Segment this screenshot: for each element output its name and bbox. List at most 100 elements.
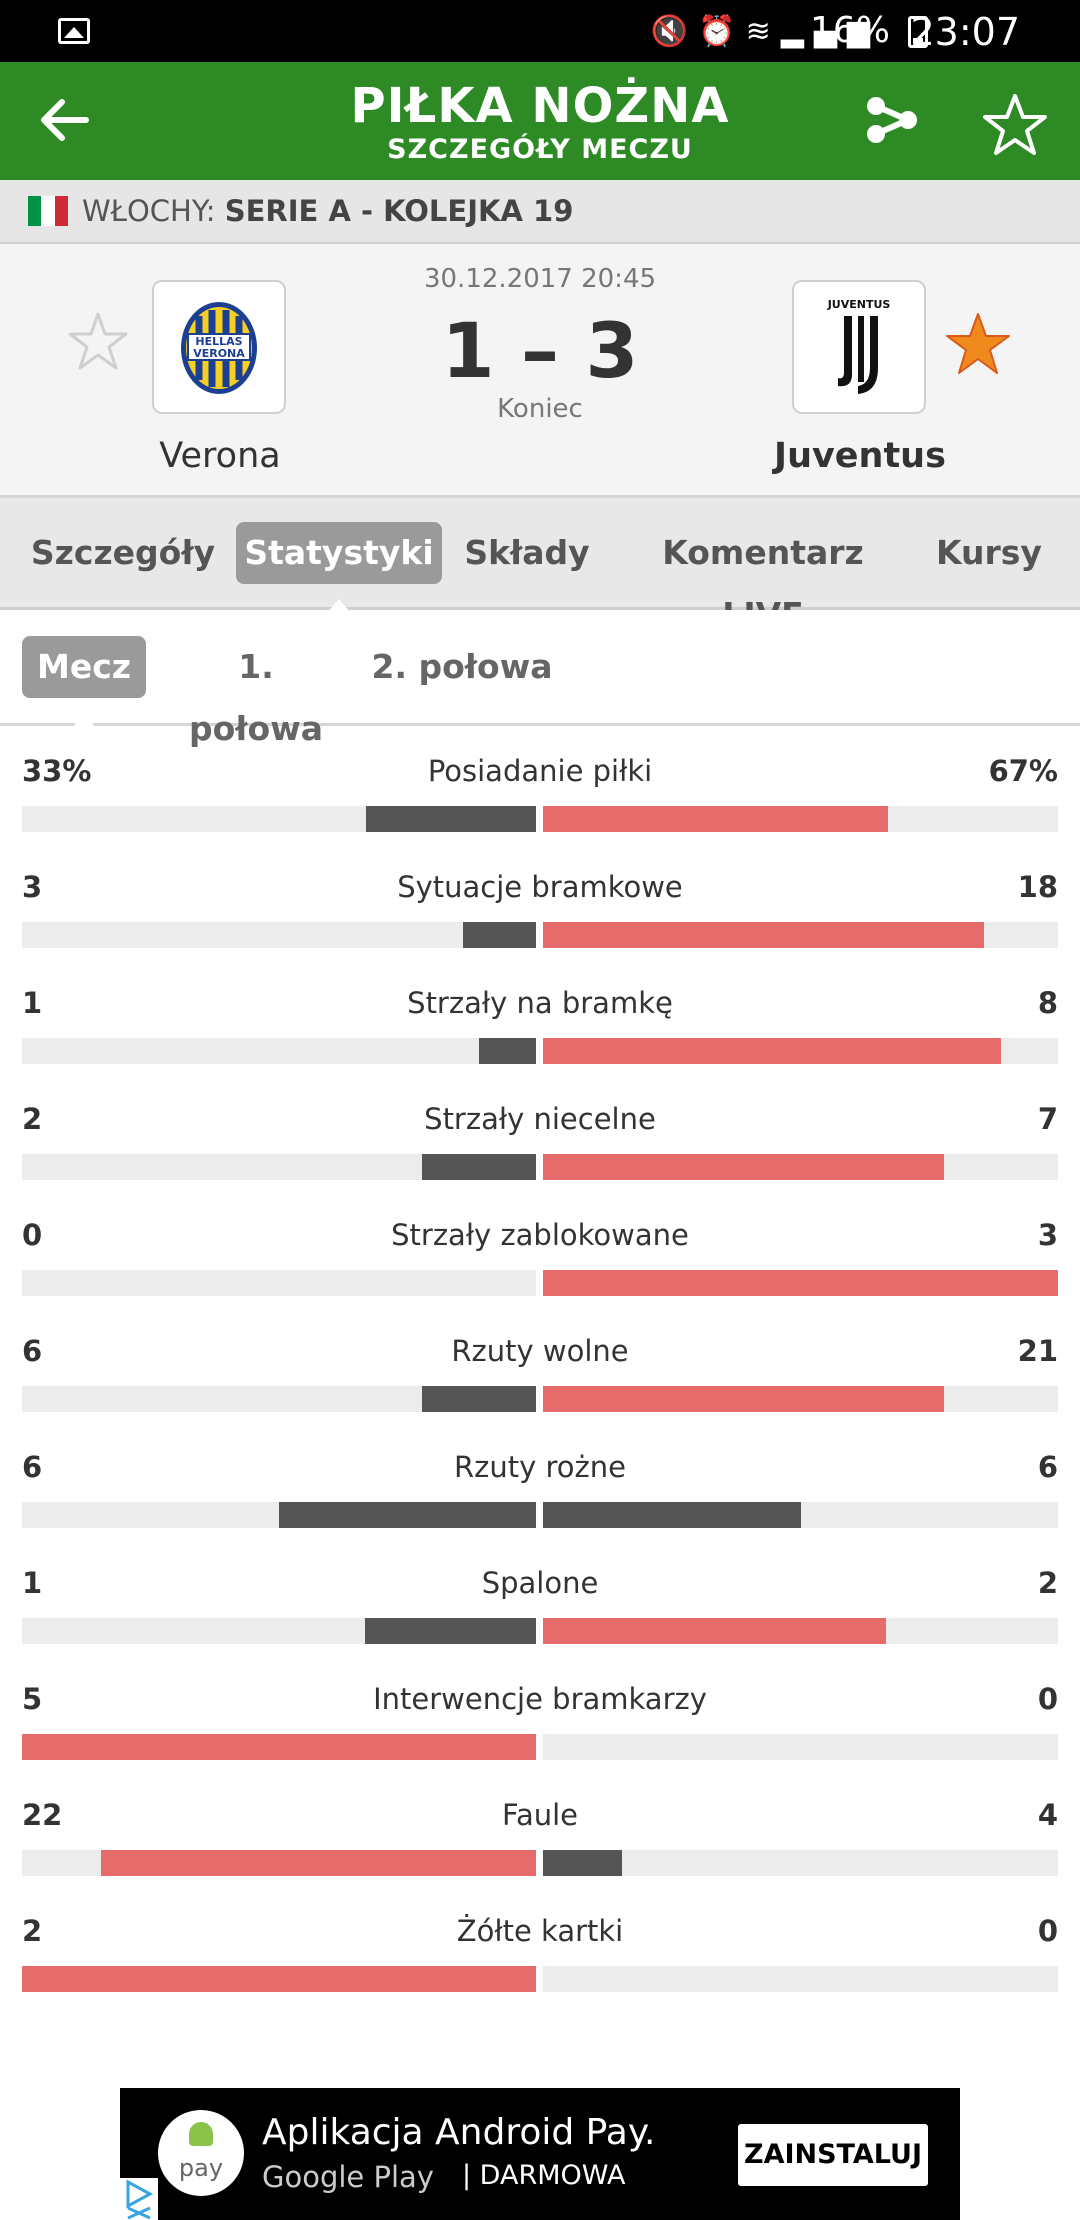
home-team-name[interactable]: Verona: [159, 436, 281, 476]
match-status: Koniec: [497, 394, 583, 424]
stat-name: Sytuacje bramkowe: [397, 870, 683, 904]
clock: 23:07: [910, 10, 1020, 54]
stat-home-value: 5: [22, 1682, 43, 1716]
signal-icon: ▂▄▆: [780, 14, 880, 49]
android-pay-logo: pay: [158, 2110, 244, 2196]
tab-statistics[interactable]: Statystyki: [236, 522, 442, 613]
stat-away-value: 6: [1037, 1450, 1058, 1484]
stat-away-value: 0: [1037, 1682, 1058, 1716]
stat-home-value: 33%: [22, 754, 92, 788]
tab-live-commentary[interactable]: Komentarz LIVE: [662, 533, 864, 634]
stat-away-value: 7: [1037, 1102, 1058, 1136]
league-header[interactable]: WŁOCHY: SERIE A - KOLEJKA 19: [0, 180, 1080, 244]
stat-home-value: 2: [22, 1914, 43, 1948]
stat-home-bar-track: [22, 1734, 536, 1760]
match-header: HELLAS VERONA Verona 30.12.2017 20:45 1 …: [0, 244, 1080, 498]
stat-home-bar: [478, 1038, 536, 1064]
favorite-away-star-icon[interactable]: [944, 310, 1012, 378]
stat-away-bar: [543, 1038, 1001, 1064]
stat-home-bar: [462, 922, 536, 948]
stat-row-shots-on-target: 1 Strzały na bramkę 8: [0, 978, 1080, 1094]
ad-price: | DARMOWA: [462, 2160, 626, 2191]
wifi-icon: ≋: [745, 14, 781, 49]
stat-row-fouls: 22 Faule 4: [0, 1790, 1080, 1906]
stat-row-blocked-shots: 0 Strzały zablokowane 3: [0, 1210, 1080, 1326]
stat-away-bar: [543, 1270, 1058, 1296]
stat-row-corners: 6 Rzuty rożne 6: [0, 1442, 1080, 1558]
stat-home-value: 1: [22, 986, 43, 1020]
alarm-icon: ⏰: [698, 14, 746, 49]
stat-home-value: 2: [22, 1102, 43, 1136]
stat-away-bar: [543, 1154, 944, 1180]
stat-home-bar: [101, 1850, 536, 1876]
subtab-second-half[interactable]: 2. połowa: [371, 647, 553, 686]
back-arrow-icon[interactable]: [34, 90, 94, 150]
stat-row-possession: 33% Posiadanie piłki 67%: [0, 746, 1080, 862]
tab-details[interactable]: Szczegóły: [30, 533, 216, 572]
league-competition: SERIE A - KOLEJKA 19: [224, 194, 574, 228]
match-score: 1 – 3: [441, 306, 639, 395]
status-bar: 🔇⏰≋▂▄▆ 16% 23:07: [0, 0, 1080, 62]
stat-home-bar-track: [22, 1386, 536, 1412]
stat-away-bar: [543, 1618, 887, 1644]
match-date: 30.12.2017 20:45: [423, 264, 657, 294]
stat-away-bar-track: [543, 922, 1058, 948]
stat-home-value: 6: [22, 1334, 43, 1368]
page-title: PIŁKA NOŻNA: [350, 78, 730, 134]
stat-row-yellow-cards: 2 Żółte kartki 0: [0, 1906, 1080, 2022]
italy-flag-icon: [28, 196, 68, 226]
gallery-icon: [58, 18, 90, 44]
away-team-crest[interactable]: JUVENTUS: [792, 280, 926, 414]
stat-away-bar-track: [543, 1502, 1058, 1528]
away-team-name[interactable]: Juventus: [774, 436, 946, 476]
stat-name: Rzuty wolne: [451, 1334, 629, 1368]
install-button[interactable]: ZAINSTALUJ: [738, 2124, 928, 2186]
league-country: WŁOCHY:: [82, 194, 216, 228]
stat-away-bar: [543, 1386, 944, 1412]
stat-away-value: 4: [1037, 1798, 1058, 1832]
stat-away-bar-track: [543, 1966, 1058, 1992]
stat-away-bar-track: [543, 1618, 1058, 1644]
tab-odds[interactable]: Kursy: [936, 533, 1042, 572]
period-tabs: Mecz 1. połowa 2. połowa: [0, 610, 1080, 748]
battery-percent: 16%: [809, 10, 890, 51]
stat-away-value: 21: [1017, 1334, 1058, 1368]
detail-tabs: Szczegóły Statystyki Składy Komentarz LI…: [0, 498, 1080, 634]
stat-home-bar-track: [22, 1270, 536, 1296]
stat-home-bar-track: [22, 1618, 536, 1644]
stat-away-bar: [543, 1502, 801, 1528]
adchoices-icon[interactable]: [120, 2178, 158, 2220]
stat-name: Żółte kartki: [456, 1914, 624, 1948]
stat-away-bar-track: [543, 806, 1058, 832]
stat-name: Strzały niecelne: [424, 1102, 656, 1136]
stat-row-offsides: 1 Spalone 2: [0, 1558, 1080, 1674]
svg-text:VERONA: VERONA: [193, 347, 245, 360]
stat-home-bar: [366, 806, 536, 832]
subtab-match[interactable]: Mecz: [22, 636, 146, 728]
stat-away-value: 2: [1037, 1566, 1058, 1600]
ad-headline: Aplikacja Android Pay.: [262, 2112, 656, 2153]
stat-home-bar-track: [22, 1154, 536, 1180]
stat-name: Rzuty rożne: [454, 1450, 626, 1484]
stat-row-free-kicks: 6 Rzuty wolne 21: [0, 1326, 1080, 1442]
share-icon[interactable]: [862, 90, 922, 150]
home-team-crest[interactable]: HELLAS VERONA: [152, 280, 286, 414]
tab-lineups[interactable]: Składy: [464, 533, 590, 572]
stat-row-chances: 3 Sytuacje bramkowe 18: [0, 862, 1080, 978]
star-icon[interactable]: [982, 92, 1048, 158]
stat-row-shots-off-target: 2 Strzały niecelne 7: [0, 1094, 1080, 1210]
stat-row-saves: 5 Interwencje bramkarzy 0: [0, 1674, 1080, 1790]
page-subtitle: SZCZEGÓŁY MECZU: [387, 134, 693, 165]
ad-banner[interactable]: pay Aplikacja Android Pay. Google Play |…: [120, 2088, 960, 2220]
stat-away-value: 3: [1037, 1218, 1058, 1252]
stat-home-bar-track: [22, 1966, 536, 1992]
stat-home-bar: [421, 1386, 536, 1412]
stat-away-bar-track: [543, 1850, 1058, 1876]
stat-name: Spalone: [481, 1566, 599, 1600]
favorite-home-star-icon[interactable]: [66, 310, 130, 374]
stat-home-bar: [22, 1966, 536, 1992]
stat-home-bar-track: [22, 922, 536, 948]
stat-name: Strzały zablokowane: [391, 1218, 689, 1252]
stat-home-bar: [364, 1618, 536, 1644]
subtab-first-half[interactable]: 1. połowa: [189, 647, 323, 748]
